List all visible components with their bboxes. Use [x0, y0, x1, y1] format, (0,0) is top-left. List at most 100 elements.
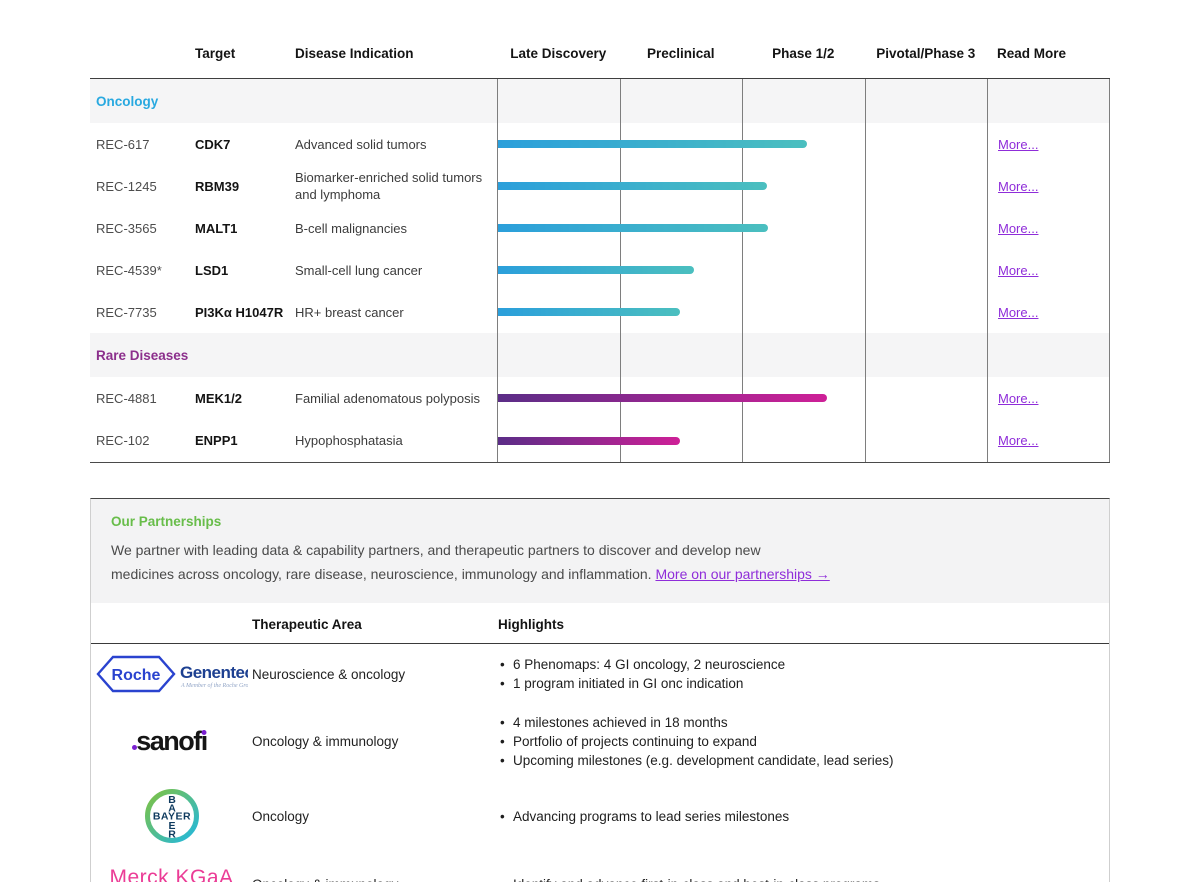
merck-logo-text: Merck KGaA: [109, 866, 234, 882]
read-more-link[interactable]: More...: [998, 220, 1039, 236]
pipeline-column-headers: Target Disease Indication Late Discovery…: [90, 46, 1110, 61]
phase-cell: [497, 165, 620, 207]
partner-row-sanofi: sanofı Oncology & immunology 4 milestone…: [91, 704, 1109, 779]
phase-cell: [864, 291, 988, 333]
bayer-logo-graphic: BAYER B A E R: [144, 789, 199, 843]
pipeline-progress-bar: [498, 224, 768, 232]
phase-cell: [619, 79, 743, 123]
phase-cell: [864, 165, 988, 207]
sanofi-purple-dot: [132, 745, 138, 750]
phase-cell: [742, 291, 865, 333]
read-more-link[interactable]: More...: [998, 304, 1039, 320]
highlight-item: 6 Phenomaps: 4 GI oncology, 2 neuroscien…: [498, 655, 1101, 674]
column-header-highlights: Highlights: [498, 617, 564, 632]
phase-cell: [497, 123, 620, 165]
partner-highlights: 4 milestones achieved in 18 months Portf…: [498, 713, 1109, 770]
read-more-cell: [987, 333, 1110, 377]
column-header-read-more: Read More: [997, 46, 1067, 61]
phase-cell: [742, 419, 865, 462]
pipeline-row-rec-3565: REC-3565 MALT1 B-cell malignancies More.…: [90, 207, 1110, 249]
disease-indication: B-cell malignancies: [295, 220, 407, 236]
program-code: REC-617: [96, 136, 150, 152]
genentech-logo-text: Genentech: [180, 663, 248, 682]
disease-indication: Advanced solid tumors: [295, 136, 427, 152]
read-more-link[interactable]: More...: [998, 262, 1039, 278]
pipeline-row-rec-102: REC-102 ENPP1 Hypophosphatasia More...: [90, 419, 1110, 462]
pipeline-row-rec-7735: REC-7735 PI3Kα H1047R HR+ breast cancer …: [90, 291, 1110, 333]
column-header-late-discovery: Late Discovery: [510, 46, 607, 61]
phase-cell: [742, 79, 865, 123]
bayer-vertical-r: R: [168, 829, 176, 841]
therapeutic-area: Oncology: [252, 808, 310, 824]
phase-cell: [497, 79, 620, 123]
read-more-link[interactable]: More...: [998, 433, 1039, 448]
highlight-item: Portfolio of projects continuing to expa…: [498, 732, 1101, 751]
phase-cell: [864, 79, 988, 123]
column-header-pivotal-phase-3: Pivotal/Phase 3: [876, 46, 976, 61]
section-title-rare-diseases: Rare Diseases: [96, 347, 189, 363]
phase-cell: [497, 249, 620, 291]
disease-indication: Biomarker-enriched solid tumors and lymp…: [295, 170, 483, 202]
column-header-preclinical: Preclinical: [646, 46, 715, 61]
section-title-oncology: Oncology: [96, 93, 159, 109]
disease-indication: HR+ breast cancer: [295, 304, 404, 320]
pipeline-progress-bar: [498, 308, 680, 316]
read-more-cell: More...: [987, 291, 1110, 333]
target-name: RBM39: [195, 178, 240, 194]
partnerships-intro-line-2: medicines across oncology, rare disease,…: [111, 562, 1089, 586]
sanofi-logo-i: ı: [200, 726, 209, 756]
bayer-vertical-e: E: [168, 820, 175, 832]
bayer-horizontal-text: BAYER: [152, 811, 190, 823]
read-more-cell: More...: [987, 377, 1110, 419]
merck-logo: Merck KGaA Darmstadt, Germany: [91, 866, 252, 882]
roche-genentech-logo-graphic: Roche Genentech A Member of the Roche Gr…: [95, 655, 248, 693]
pipeline-row-rec-1245: REC-1245 RBM39 Biomarker-enriched solid …: [90, 165, 1110, 207]
phase-cell: [619, 333, 743, 377]
read-more-cell: More...: [987, 249, 1110, 291]
column-header-disease-indication: Disease Indication: [295, 46, 414, 61]
page-content: Target Disease Indication Late Discovery…: [90, 0, 1110, 882]
bayer-vertical-b: B: [168, 794, 176, 806]
phase-cell: [864, 333, 988, 377]
phase-cell: [497, 419, 620, 462]
highlight-item: Upcoming milestones (e.g. development ca…: [498, 751, 1101, 770]
pipeline-progress-bar: [498, 266, 694, 274]
therapeutic-area: Oncology & immunology: [252, 734, 399, 749]
column-header-therapeutic-area: Therapeutic Area: [252, 617, 362, 632]
phase-cell: [497, 333, 620, 377]
phase-cell: [864, 123, 988, 165]
partner-row-bayer: BAYER B A E R Oncology Advancing program…: [91, 779, 1109, 853]
pipeline-table: Oncology REC-617 CDK7 Advanced solid tum…: [90, 78, 1110, 463]
target-name: CDK7: [195, 136, 231, 152]
sanofi-logo: sanofı: [91, 726, 252, 757]
pipeline-row-rec-4539: REC-4539* LSD1 Small-cell lung cancer Mo…: [90, 249, 1110, 291]
disease-indication: Familial adenomatous polyposis: [295, 390, 480, 406]
pipeline-progress-bar: [498, 436, 680, 445]
column-header-target: Target: [195, 46, 236, 61]
read-more-cell: [987, 79, 1110, 123]
roche-genentech-logo: Roche Genentech A Member of the Roche Gr…: [91, 653, 252, 695]
partnerships-column-headers: Therapeutic Area Highlights: [91, 603, 1109, 644]
program-code: REC-1245: [96, 178, 157, 194]
read-more-link[interactable]: More...: [998, 136, 1039, 152]
section-header-oncology: Oncology: [90, 79, 1110, 123]
phase-cell: [864, 207, 988, 249]
read-more-link[interactable]: More...: [998, 178, 1039, 194]
disease-indication: Hypophosphatasia: [295, 433, 403, 448]
partnerships-panel: Our Partnerships We partner with leading…: [90, 498, 1110, 882]
program-code: REC-4539*: [96, 262, 162, 278]
pipeline-row-rec-617: REC-617 CDK7 Advanced solid tumors More.…: [90, 123, 1110, 165]
highlight-item: 1 program initiated in GI onc indication: [498, 674, 1101, 693]
read-more-link[interactable]: More...: [998, 390, 1039, 406]
highlight-item: Identify and advance first-in-class and …: [498, 875, 1101, 882]
partnerships-title: Our Partnerships: [111, 514, 222, 529]
partnerships-intro-line-2-text: medicines across oncology, rare disease,…: [111, 566, 652, 582]
highlight-item: Advancing programs to lead series milest…: [498, 807, 1101, 826]
therapeutic-area: Oncology & immunology: [252, 877, 498, 882]
pipeline-progress-bar: [498, 182, 767, 190]
partnerships-more-link[interactable]: More on our partnerships →: [655, 566, 830, 582]
sanofi-logo-text: sanofı: [132, 726, 209, 757]
phase-cell: [497, 207, 620, 249]
target-name: MEK1/2: [195, 390, 242, 406]
genentech-tagline: A Member of the Roche Group: [180, 682, 248, 689]
